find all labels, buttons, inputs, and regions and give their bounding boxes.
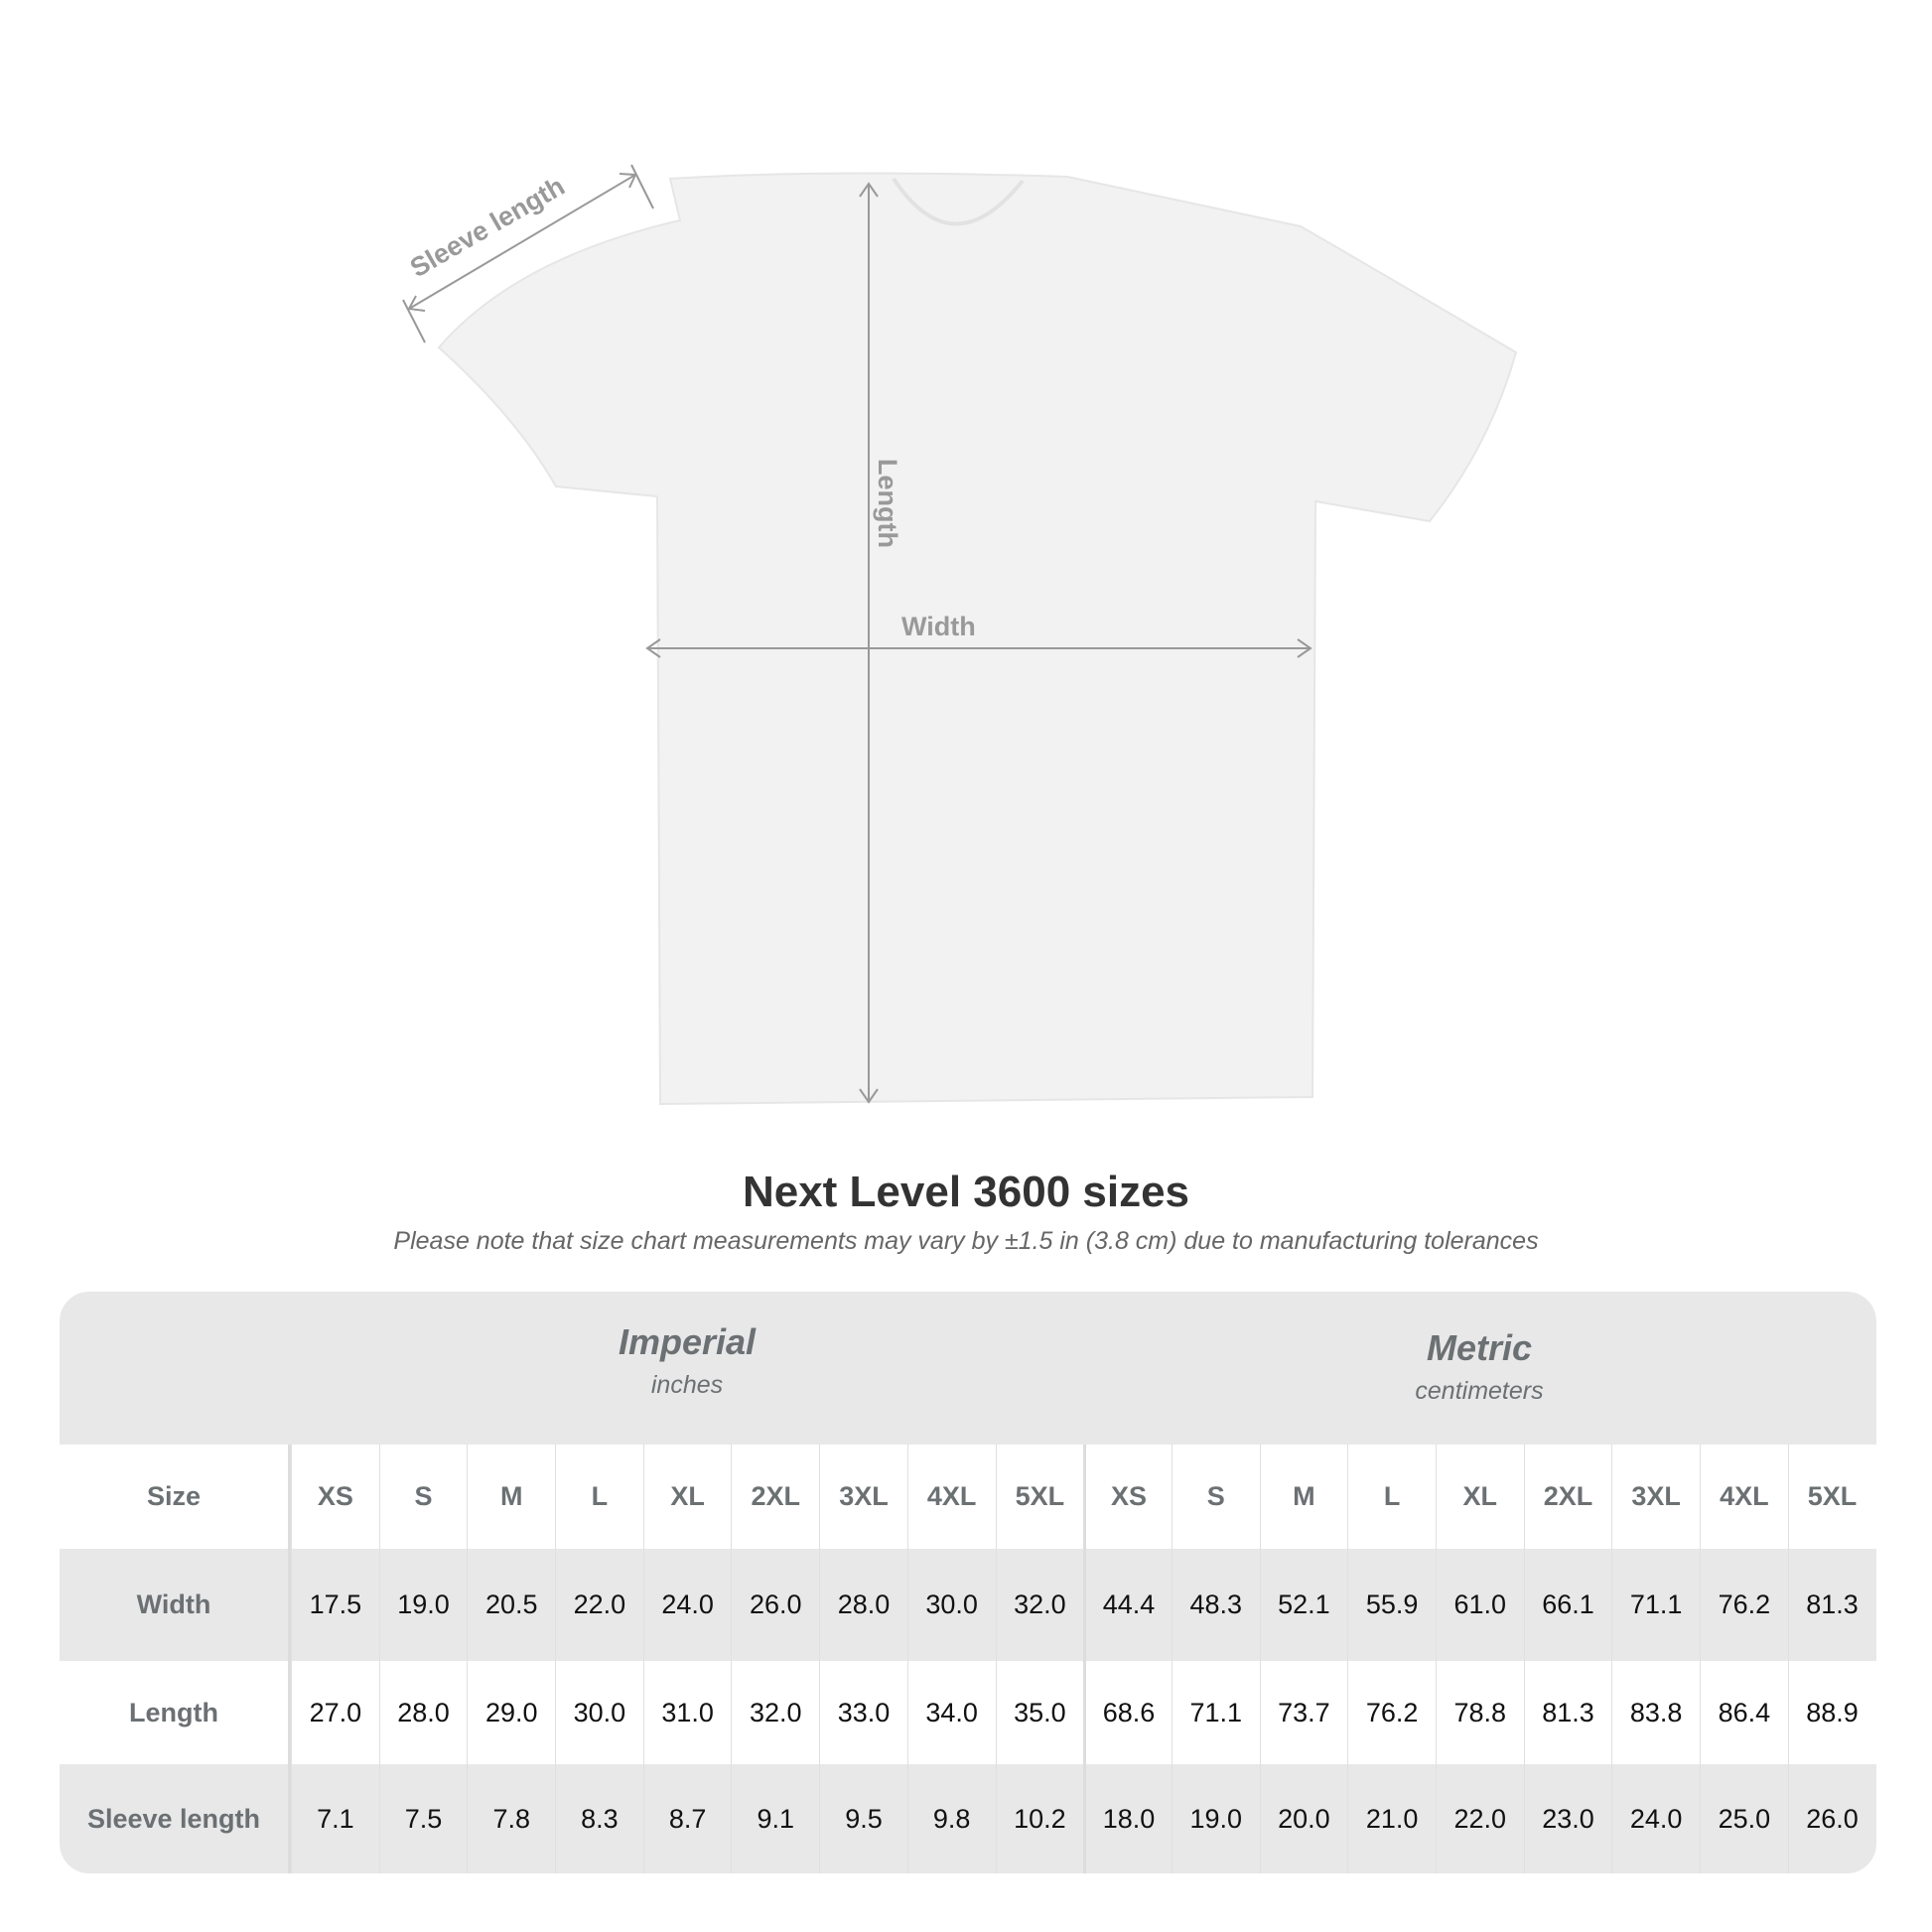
table-cell: 71.1 bbox=[1171, 1661, 1260, 1764]
table-cell: 32.0 bbox=[995, 1549, 1084, 1661]
size-header-cell: 2XL bbox=[731, 1445, 819, 1549]
table-cell: 81.3 bbox=[1787, 1549, 1876, 1661]
table-cell: 9.5 bbox=[819, 1764, 907, 1873]
table-cell: 27.0 bbox=[291, 1661, 379, 1764]
table-cell: 7.1 bbox=[291, 1764, 379, 1873]
table-cell: 24.0 bbox=[1611, 1764, 1700, 1873]
size-header-cell: L bbox=[1347, 1445, 1436, 1549]
metric-title: Metric bbox=[1426, 1327, 1533, 1368]
table-cell: 86.4 bbox=[1700, 1661, 1788, 1764]
table-cell: 33.0 bbox=[819, 1661, 907, 1764]
size-header-cell: 3XL bbox=[819, 1445, 907, 1549]
table-cell: 7.8 bbox=[467, 1764, 555, 1873]
size-header-cell: XS bbox=[291, 1445, 379, 1549]
table-row: Sleeve length 7.1 7.5 7.8 8.3 8.7 9.1 9.5 9.8 10.… bbox=[60, 1764, 1876, 1873]
size-header-cell: 5XL bbox=[1787, 1445, 1876, 1549]
table-cell: 48.3 bbox=[1171, 1549, 1260, 1661]
size-header-cell: S bbox=[378, 1445, 468, 1549]
imperial-header: Imperial inches bbox=[291, 1292, 1083, 1474]
table-cell: 76.2 bbox=[1347, 1661, 1436, 1764]
table-cell: 88.9 bbox=[1787, 1661, 1876, 1764]
table-cell: 8.3 bbox=[555, 1764, 643, 1873]
table-cell: 68.6 bbox=[1083, 1661, 1172, 1764]
table-row: Width 17.5 19.0 20.5 22.0 24.0 26.0 28.0 30.0 32.… bbox=[60, 1549, 1876, 1661]
size-header-cell: 2XL bbox=[1523, 1445, 1612, 1549]
size-header-cell: XL bbox=[1435, 1445, 1524, 1549]
table-row: Length 27.0 28.0 29.0 30.0 31.0 32.0 33.0 34.0 35… bbox=[60, 1661, 1876, 1764]
table-cell: 20.5 bbox=[467, 1549, 555, 1661]
row-label: Size bbox=[60, 1445, 291, 1549]
size-header-cell: 4XL bbox=[1700, 1445, 1788, 1549]
table-cell: 81.3 bbox=[1523, 1661, 1612, 1764]
row-label: Width bbox=[60, 1549, 291, 1661]
metric-header: Metric centimeters bbox=[1083, 1292, 1875, 1480]
table-cell: 30.0 bbox=[555, 1661, 643, 1764]
table-cell: 66.1 bbox=[1523, 1549, 1612, 1661]
table-cell: 30.0 bbox=[906, 1549, 996, 1661]
size-header-cell: M bbox=[467, 1445, 555, 1549]
table-cell: 24.0 bbox=[642, 1549, 732, 1661]
size-header-cell: 4XL bbox=[906, 1445, 996, 1549]
table-cell: 32.0 bbox=[731, 1661, 819, 1764]
table-cell: 22.0 bbox=[555, 1549, 643, 1661]
table-cell: 28.0 bbox=[378, 1661, 468, 1764]
table-cell: 55.9 bbox=[1347, 1549, 1436, 1661]
table-cell: 73.7 bbox=[1259, 1661, 1348, 1764]
table-cell: 21.0 bbox=[1347, 1764, 1436, 1873]
table-cell: 26.0 bbox=[1787, 1764, 1876, 1873]
table-cell: 26.0 bbox=[731, 1549, 819, 1661]
size-header-cell: XL bbox=[642, 1445, 732, 1549]
page-title: Next Level 3600 sizes bbox=[742, 1168, 1190, 1216]
table-cell: 18.0 bbox=[1083, 1764, 1172, 1873]
table-cell: 9.1 bbox=[731, 1764, 819, 1873]
size-header-cell: L bbox=[555, 1445, 643, 1549]
table-cell: 71.1 bbox=[1611, 1549, 1700, 1661]
size-header-cell: 5XL bbox=[995, 1445, 1084, 1549]
table-cell: 61.0 bbox=[1435, 1549, 1524, 1661]
table-cell: 44.4 bbox=[1083, 1549, 1172, 1661]
table-cell: 76.2 bbox=[1700, 1549, 1788, 1661]
table-cell: 35.0 bbox=[995, 1661, 1084, 1764]
table-cell: 19.0 bbox=[1171, 1764, 1260, 1873]
size-table: Imperial inches Metric centimeters Size X… bbox=[60, 1292, 1876, 1873]
size-header-cell: M bbox=[1259, 1445, 1348, 1549]
size-header-cell: 3XL bbox=[1611, 1445, 1700, 1549]
size-header-cell: S bbox=[1171, 1445, 1260, 1549]
table-cell: 9.8 bbox=[906, 1764, 996, 1873]
table-cell: 19.0 bbox=[378, 1549, 468, 1661]
table-cell: 25.0 bbox=[1700, 1764, 1788, 1873]
table-cell: 7.5 bbox=[378, 1764, 468, 1873]
size-header-row: Size XS S M L XL 2XL 3XL 4XL 5XL XS S M L XL 2XL 3XL 4XL 5… bbox=[60, 1445, 1876, 1549]
table-cell: 22.0 bbox=[1435, 1764, 1524, 1873]
row-label: Sleeve length bbox=[60, 1764, 291, 1873]
table-cell: 29.0 bbox=[467, 1661, 555, 1764]
metric-unit: centimeters bbox=[1415, 1377, 1544, 1405]
imperial-title: Imperial bbox=[618, 1321, 757, 1362]
row-label: Length bbox=[60, 1661, 291, 1764]
table-cell: 8.7 bbox=[642, 1764, 732, 1873]
length-label: Length bbox=[873, 459, 902, 548]
tshirt-diagram: Sleeve length Length Width bbox=[402, 164, 1518, 1106]
table-cell: 83.8 bbox=[1611, 1661, 1700, 1764]
tshirt-shape bbox=[437, 172, 1518, 1106]
table-cell: 20.0 bbox=[1259, 1764, 1348, 1873]
sleeve-arrow bbox=[408, 174, 636, 310]
table-cell: 34.0 bbox=[906, 1661, 996, 1764]
table-cell: 28.0 bbox=[819, 1549, 907, 1661]
table-cell: 23.0 bbox=[1523, 1764, 1612, 1873]
tolerance-note: Please note that size chart measurements… bbox=[393, 1227, 1539, 1255]
table-cell: 17.5 bbox=[291, 1549, 379, 1661]
table-cell: 10.2 bbox=[995, 1764, 1084, 1873]
table-cell: 31.0 bbox=[642, 1661, 732, 1764]
width-label: Width bbox=[901, 612, 976, 641]
table-cell: 52.1 bbox=[1259, 1549, 1348, 1661]
imperial-unit: inches bbox=[650, 1371, 724, 1399]
table-cell: 78.8 bbox=[1435, 1661, 1524, 1764]
size-header-cell: XS bbox=[1083, 1445, 1172, 1549]
